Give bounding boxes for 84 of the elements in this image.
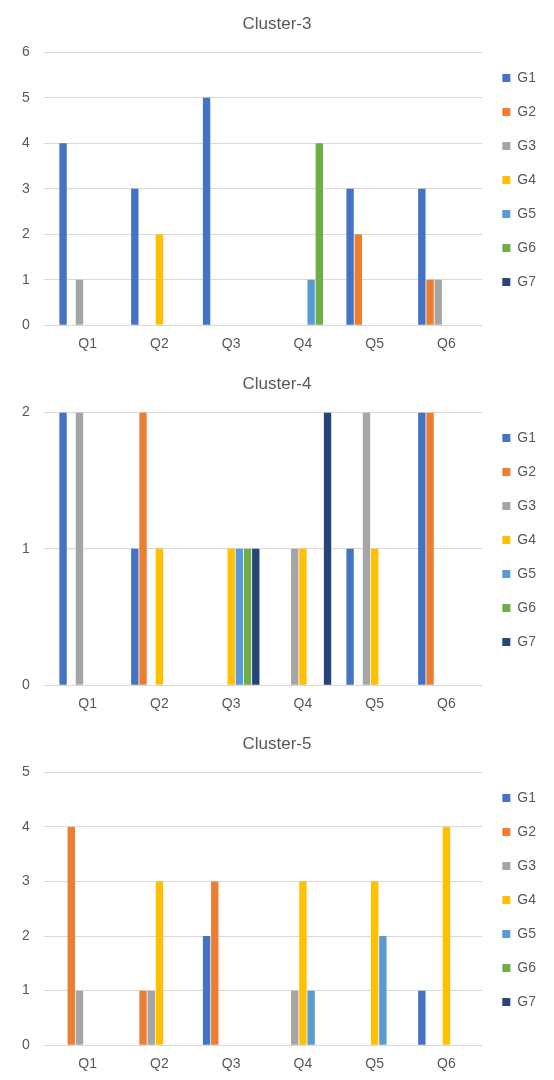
x-tick-label: Q6: [437, 1055, 456, 1072]
bar: [202, 936, 211, 1045]
bar: [291, 990, 299, 1045]
x-tick-label: Q6: [437, 335, 456, 352]
legend-label: G1: [517, 428, 537, 445]
bar: [434, 279, 442, 325]
y-tick-label: 3: [21, 179, 30, 196]
chart-title: Cluster-3: [242, 13, 312, 33]
legend-label: G2: [517, 822, 537, 839]
y-tick-label: 0: [21, 316, 30, 333]
y-tick-label: 5: [21, 763, 30, 780]
bar: [299, 881, 307, 1045]
x-tick-label: Q2: [150, 335, 169, 352]
y-tick-label: 0: [21, 676, 30, 693]
x-tick-label: Q4: [293, 335, 313, 352]
x-tick-label: Q1: [78, 695, 98, 712]
x-tick-label: Q5: [365, 695, 385, 712]
legend-label: G5: [517, 924, 537, 941]
legend-label: G4: [517, 530, 537, 547]
x-tick-label: Q5: [365, 1055, 385, 1072]
bar: [155, 881, 164, 1045]
x-tick-label: Q3: [221, 1055, 241, 1072]
y-tick-label: 1: [21, 270, 30, 287]
y-tick-label: 4: [21, 817, 30, 834]
chart-title: Cluster-4: [242, 373, 312, 393]
legend-label: G2: [517, 462, 537, 479]
legend-label: G6: [517, 598, 537, 615]
x-tick-label: Q2: [150, 1055, 169, 1072]
legend-label: G7: [517, 632, 537, 649]
y-tick-label: 5: [21, 88, 30, 105]
bar: [59, 143, 67, 325]
legend-label: G2: [517, 102, 537, 119]
legend-label: G1: [517, 68, 537, 85]
legend-label: G7: [517, 992, 537, 1009]
bar: [211, 881, 219, 1045]
x-tick-label: Q1: [78, 1055, 98, 1072]
legend-label: G5: [517, 564, 537, 581]
bar: [67, 826, 75, 1045]
x-tick-label: Q3: [221, 695, 241, 712]
bar: [307, 279, 315, 325]
y-tick-label: 1: [21, 539, 30, 556]
x-tick-label: Q1: [78, 335, 98, 352]
y-tick-label: 1: [21, 981, 30, 998]
bar: [75, 990, 84, 1045]
bar: [131, 188, 139, 325]
x-tick-label: Q3: [221, 335, 241, 352]
bar: [379, 936, 387, 1045]
legend-label: G4: [517, 890, 537, 907]
x-tick-label: Q4: [293, 1055, 313, 1072]
bar: [139, 990, 147, 1045]
x-tick-label: Q5: [365, 335, 385, 352]
bar: [75, 279, 84, 325]
legend-label: G3: [517, 136, 537, 153]
y-tick-label: 2: [21, 926, 30, 943]
y-tick-label: 2: [21, 225, 30, 242]
legend-label: G6: [517, 958, 537, 975]
bar: [315, 143, 324, 325]
bar: [354, 234, 362, 325]
bar: [418, 990, 426, 1045]
bar: [155, 234, 164, 325]
x-tick-label: Q2: [150, 695, 169, 712]
y-tick-label: 4: [21, 134, 30, 151]
y-tick-label: 0: [21, 1036, 30, 1053]
y-tick-label: 2: [21, 403, 30, 420]
bar: [346, 188, 354, 325]
y-tick-label: 6: [21, 43, 30, 60]
legend-label: G5: [517, 204, 537, 221]
chart-title: Cluster-5: [242, 733, 312, 753]
bar: [418, 188, 426, 325]
legend-label: G6: [517, 238, 537, 255]
legend-label: G7: [517, 272, 537, 289]
x-tick-label: Q6: [437, 695, 456, 712]
bar: [426, 279, 434, 325]
bar: [371, 881, 379, 1045]
x-tick-label: Q4: [293, 695, 313, 712]
legend-label: G1: [517, 788, 537, 805]
legend-label: G4: [517, 170, 537, 187]
bar: [307, 990, 315, 1045]
legend-label: G3: [517, 856, 537, 873]
bar: [147, 990, 155, 1045]
bar: [442, 826, 451, 1045]
y-tick-label: 3: [21, 872, 30, 889]
legend-label: G3: [517, 496, 537, 513]
bar: [202, 97, 211, 325]
